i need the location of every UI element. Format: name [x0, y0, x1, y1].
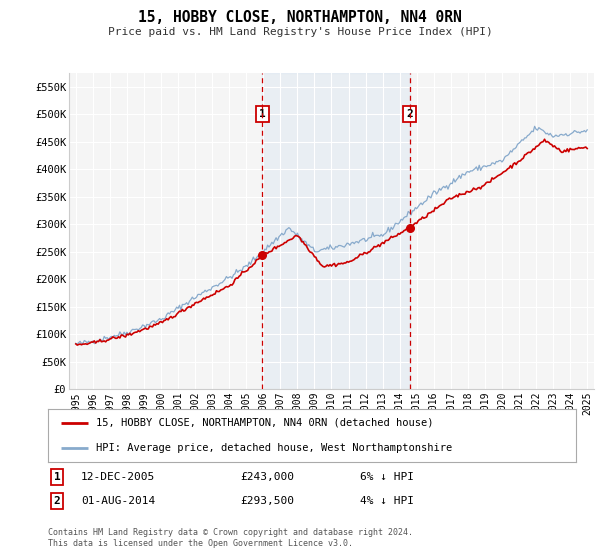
Text: £293,500: £293,500 — [240, 496, 294, 506]
Text: 2: 2 — [53, 496, 61, 506]
Text: This data is licensed under the Open Government Licence v3.0.: This data is licensed under the Open Gov… — [48, 539, 353, 548]
Text: HPI: Average price, detached house, West Northamptonshire: HPI: Average price, detached house, West… — [95, 443, 452, 453]
Text: 4% ↓ HPI: 4% ↓ HPI — [360, 496, 414, 506]
Text: Contains HM Land Registry data © Crown copyright and database right 2024.: Contains HM Land Registry data © Crown c… — [48, 528, 413, 536]
Text: 01-AUG-2014: 01-AUG-2014 — [81, 496, 155, 506]
Text: 2: 2 — [406, 109, 413, 119]
Text: £243,000: £243,000 — [240, 472, 294, 482]
Text: 15, HOBBY CLOSE, NORTHAMPTON, NN4 0RN (detached house): 15, HOBBY CLOSE, NORTHAMPTON, NN4 0RN (d… — [95, 418, 433, 428]
Bar — [262, 73, 410, 389]
Text: 1: 1 — [259, 109, 266, 119]
Text: 6% ↓ HPI: 6% ↓ HPI — [360, 472, 414, 482]
Text: 15, HOBBY CLOSE, NORTHAMPTON, NN4 0RN: 15, HOBBY CLOSE, NORTHAMPTON, NN4 0RN — [138, 10, 462, 25]
Text: 1: 1 — [53, 472, 61, 482]
Text: 12-DEC-2005: 12-DEC-2005 — [81, 472, 155, 482]
Text: Price paid vs. HM Land Registry's House Price Index (HPI): Price paid vs. HM Land Registry's House … — [107, 27, 493, 37]
